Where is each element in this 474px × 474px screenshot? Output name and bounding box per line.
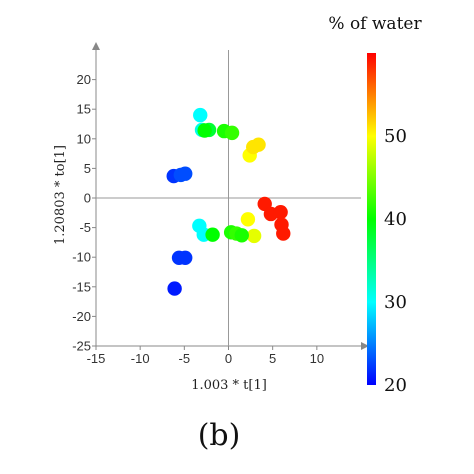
data-point [197, 123, 212, 138]
y-tick-label: -25 [72, 339, 91, 354]
x-tick-label: -10 [131, 351, 150, 366]
data-point [167, 281, 182, 296]
colorbar: 20 30 40 50 [367, 53, 407, 396]
colorbar-title: % of water [328, 14, 422, 34]
x-tick-label: 5 [269, 351, 276, 366]
x-tick-label: 10 [310, 351, 324, 366]
panel-label: (b) [198, 418, 241, 453]
y-axis-title: 1.20803 * to[1] [53, 145, 68, 245]
y-tick-label: -10 [72, 250, 91, 265]
data-point [276, 226, 291, 241]
data-point [251, 137, 266, 152]
y-tick-label: 0 [84, 191, 91, 206]
colorbar-tick-label: 20 [384, 375, 407, 396]
x-tick-label: 0 [225, 351, 232, 366]
data-point [234, 228, 249, 243]
axes: -15 -10 -5 0 5 10 -25 -20 -15 -10 -5 0 5 10 15 20 [72, 42, 369, 366]
y-axis-arrow [92, 42, 100, 50]
y-tick-label: 10 [77, 131, 91, 146]
data-point [178, 250, 193, 265]
data-point [240, 212, 256, 227]
y-tick-label: -15 [72, 279, 91, 294]
y-tick-label: 20 [77, 72, 91, 87]
y-tick-label: 15 [77, 102, 91, 117]
x-tick-label: -15 [87, 351, 106, 366]
colorbar-tick-label: 40 [384, 209, 407, 230]
y-tick-label: -20 [72, 309, 91, 324]
colorbar-tick-label: 30 [384, 292, 407, 313]
data-point [273, 205, 288, 220]
x-tick-label: -5 [179, 351, 191, 366]
colorbar-bar [367, 53, 376, 385]
data-point [193, 107, 208, 123]
x-axis-title: 1.003 * t[1] [191, 378, 267, 393]
data-point [224, 125, 240, 141]
colorbar-tick-label: 50 [384, 126, 407, 147]
x-axis-arrow [361, 342, 369, 350]
data-point [178, 166, 193, 181]
data-points [166, 107, 291, 296]
y-tick-label: -5 [79, 220, 91, 235]
data-point [205, 227, 220, 242]
data-point [246, 228, 262, 244]
y-tick-label: 5 [84, 161, 91, 176]
